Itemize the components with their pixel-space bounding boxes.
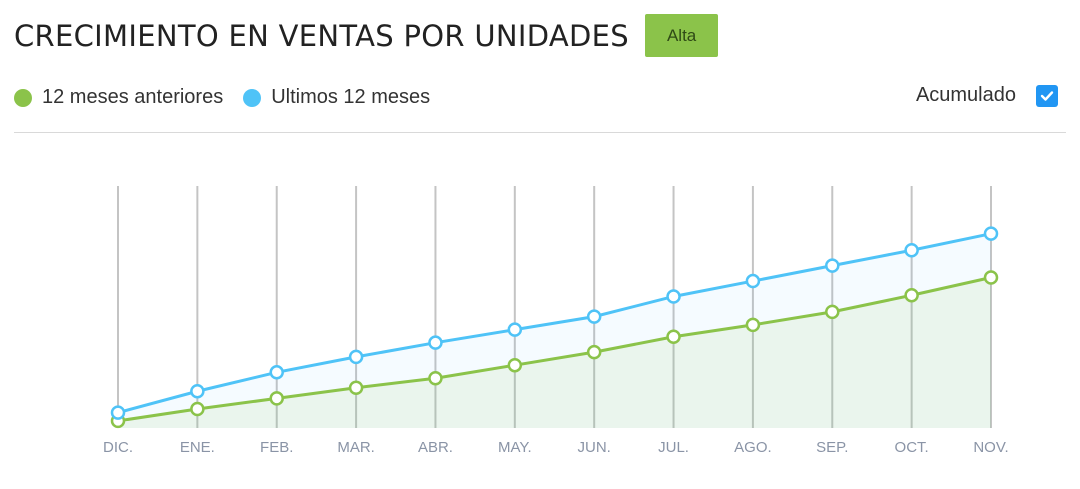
legend-item-last[interactable]: Ultimos 12 meses <box>243 86 430 109</box>
data-point <box>666 329 681 345</box>
data-point <box>745 317 761 333</box>
data-point <box>507 357 523 373</box>
legend-label-last: Ultimos 12 meses <box>271 86 431 108</box>
accumulated-label: Acumulado <box>915 84 1016 106</box>
data-point <box>507 322 523 337</box>
accumulated-toggle[interactable]: Acumulado <box>916 84 1058 107</box>
series-area <box>118 233 991 428</box>
data-point <box>825 258 840 273</box>
data-point <box>190 384 205 399</box>
accumulated-checkbox[interactable] <box>1036 84 1058 107</box>
legend-item-previous[interactable]: 12 meses anteriores <box>14 86 223 109</box>
data-point <box>983 226 999 241</box>
x-tick-label: ABR. <box>418 439 453 456</box>
data-point <box>269 391 284 406</box>
x-tick-label: SEP. <box>816 439 848 456</box>
legend-dot-green-icon <box>14 88 32 107</box>
chart-header: CRECIMIENTO EN VENTAS POR UNIDADES Alta <box>14 14 719 57</box>
x-tick-label: FEB. <box>260 439 293 456</box>
data-point <box>348 349 364 365</box>
series-line <box>117 276 992 423</box>
checkmark-icon <box>1040 90 1054 101</box>
data-point <box>904 288 919 303</box>
data-point <box>586 344 602 360</box>
data-point <box>666 289 681 304</box>
series-area <box>118 277 991 428</box>
status-badge[interactable]: Alta <box>644 14 719 57</box>
data-point <box>745 273 761 289</box>
legend-dot-blue-icon <box>243 88 262 107</box>
data-point <box>269 365 284 380</box>
chart-title: CRECIMIENTO EN VENTAS POR UNIDADES <box>14 18 629 53</box>
x-tick-label: JUL. <box>658 439 689 456</box>
x-tick-label: NOV. <box>973 439 1008 456</box>
x-tick-label: JUN. <box>578 439 611 456</box>
x-tick-label: OCT. <box>895 439 929 456</box>
data-point <box>428 335 443 350</box>
x-tick-label: ENE. <box>180 439 215 456</box>
data-point <box>586 309 602 324</box>
x-tick-label: DIC. <box>103 439 133 456</box>
data-point <box>190 401 205 417</box>
x-tick-label: AGO. <box>734 439 772 456</box>
data-point <box>904 243 919 258</box>
chart-legend: 12 meses anteriores Ultimos 12 meses <box>14 86 450 109</box>
header-divider <box>14 132 1066 133</box>
data-point <box>110 405 126 420</box>
x-tick-label: MAY. <box>498 439 532 456</box>
data-point <box>348 380 364 395</box>
x-tick-label: MAR. <box>337 439 375 456</box>
legend-label-previous: 12 meses anteriores <box>42 86 224 108</box>
line-chart: DIC. ENE. FEB. MAR. ABR. MAY. JUN. JUL. AGO. SEP.… <box>103 186 1009 456</box>
data-point <box>983 270 999 285</box>
data-point <box>428 370 443 386</box>
series-line <box>117 232 992 415</box>
data-point <box>825 304 840 320</box>
